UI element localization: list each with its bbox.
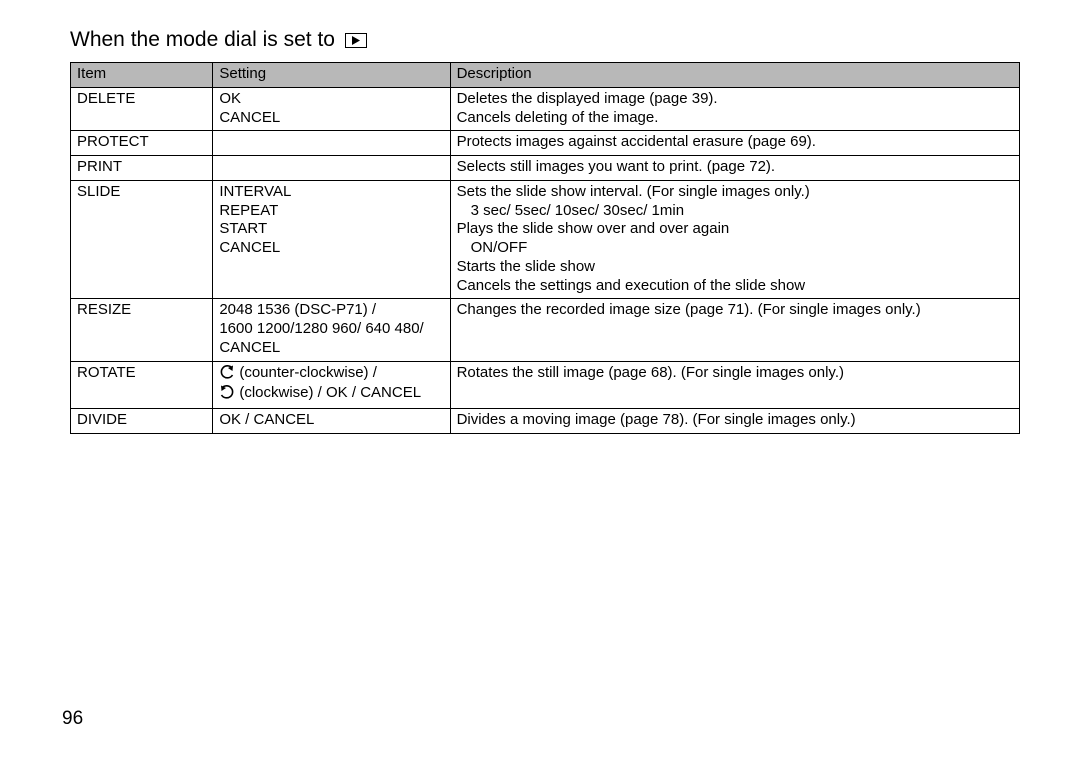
table-header-row: Item Setting Description — [71, 63, 1020, 88]
title-text: When the mode dial is set to — [70, 28, 335, 52]
cell-item: PRINT — [71, 156, 213, 181]
cell-item: RESIZE — [71, 299, 213, 361]
cell-item: ROTATE — [71, 361, 213, 409]
header-description: Description — [450, 63, 1019, 88]
cell-description: Sets the slide show interval. (For singl… — [450, 180, 1019, 299]
cell-description: Rotates the still image (page 68). (For … — [450, 361, 1019, 409]
cell-description: Protects images against accidental erasu… — [450, 131, 1019, 156]
cell-setting — [213, 131, 450, 156]
cell-item: DIVIDE — [71, 409, 213, 434]
cell-description: Changes the recorded image size (page 71… — [450, 299, 1019, 361]
cell-item: PROTECT — [71, 131, 213, 156]
table-row: ROTATE (counter-clockwise) / — [71, 361, 1020, 409]
cell-item: DELETE — [71, 87, 213, 131]
page-number: 96 — [62, 708, 83, 730]
cell-description: Divides a moving image (page 78). (For s… — [450, 409, 1019, 434]
header-item: Item — [71, 63, 213, 88]
cell-item: SLIDE — [71, 180, 213, 299]
table-row: DELETE OK CANCEL Deletes the displayed i… — [71, 87, 1020, 131]
settings-table: Item Setting Description DELETE OK CANCE… — [70, 62, 1020, 434]
table-row: PRINT Selects still images you want to p… — [71, 156, 1020, 181]
cell-description: Deletes the displayed image (page 39). C… — [450, 87, 1019, 131]
cell-setting: OK / CANCEL — [213, 409, 450, 434]
rotate-ccw-icon — [219, 364, 235, 385]
table-row: DIVIDE OK / CANCEL Divides a moving imag… — [71, 409, 1020, 434]
cell-setting: 2048 1536 (DSC-P71) / 1600 1200/1280 960… — [213, 299, 450, 361]
cell-description: Selects still images you want to print. … — [450, 156, 1019, 181]
page-title: When the mode dial is set to — [70, 28, 1020, 52]
table-row: RESIZE 2048 1536 (DSC-P71) / 1600 1200/1… — [71, 299, 1020, 361]
playback-mode-icon — [345, 33, 367, 48]
header-setting: Setting — [213, 63, 450, 88]
cell-setting: INTERVAL REPEAT START CANCEL — [213, 180, 450, 299]
cell-setting: OK CANCEL — [213, 87, 450, 131]
table-row: PROTECT Protects images against accident… — [71, 131, 1020, 156]
table-row: SLIDE INTERVAL REPEAT START CANCEL Sets … — [71, 180, 1020, 299]
rotate-cw-icon — [219, 384, 235, 405]
cell-setting — [213, 156, 450, 181]
cell-setting: (counter-clockwise) / (clockwise) / OK /… — [213, 361, 450, 409]
